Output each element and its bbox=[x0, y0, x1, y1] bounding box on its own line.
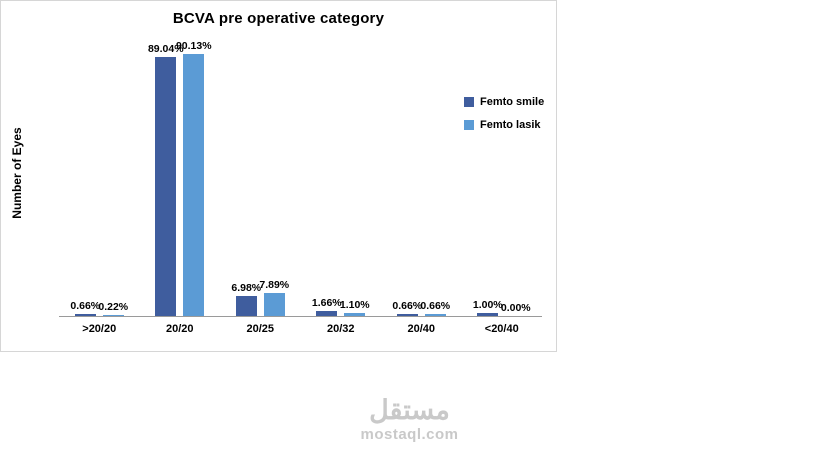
bar-wrap: 1.10% bbox=[340, 299, 370, 316]
chart-title: BCVA pre operative category bbox=[172, 10, 385, 27]
x-axis-tick-label: 20/32 bbox=[326, 323, 355, 335]
bar-femto-lasik bbox=[102, 315, 124, 316]
bar-wrap: 6.98% bbox=[231, 282, 261, 316]
bar-wrap: 1.66% bbox=[312, 297, 342, 316]
legend-item: Femto smile bbox=[464, 96, 544, 108]
category-group: 1.00% 0.00% bbox=[462, 46, 543, 316]
legend-swatch-femto-lasik bbox=[464, 120, 474, 130]
bar-wrap: 0.22% bbox=[98, 301, 128, 316]
chart: BCVA pre operative category Number of Ey… bbox=[0, 0, 557, 352]
bar-femto-smile bbox=[74, 314, 96, 316]
bar-wrap: 0.00% bbox=[501, 302, 531, 316]
data-label: 1.00% bbox=[472, 299, 503, 311]
bar-wrap: 90.13% bbox=[176, 40, 212, 316]
x-axis-tick-label: 20/40 bbox=[407, 323, 436, 335]
category-group: 89.04% 90.13% bbox=[140, 40, 221, 316]
data-label: 7.89% bbox=[259, 279, 290, 291]
data-label: 89.04% bbox=[147, 43, 184, 55]
category-group: 6.98% 7.89% bbox=[220, 46, 301, 316]
bar-femto-smile bbox=[477, 313, 499, 316]
bar-wrap: 89.04% bbox=[148, 43, 184, 316]
data-label: 0.66% bbox=[70, 300, 101, 312]
category-group: 1.66% 1.10% bbox=[301, 46, 382, 316]
legend-swatch-femto-smile bbox=[464, 97, 474, 107]
x-axis-tick-label: 20/25 bbox=[246, 323, 275, 335]
watermark-latin: mostaql.com bbox=[360, 425, 459, 443]
data-label: 0.66% bbox=[420, 300, 451, 312]
bar-wrap: 0.66% bbox=[392, 300, 422, 316]
data-label: 1.10% bbox=[339, 299, 370, 311]
data-label: 0.66% bbox=[392, 300, 423, 312]
bar-femto-smile bbox=[396, 314, 418, 316]
bar-femto-smile bbox=[316, 311, 338, 316]
bar-femto-smile bbox=[235, 296, 257, 316]
data-label: 0.22% bbox=[98, 301, 129, 313]
watermark-arabic: مستقل bbox=[369, 395, 450, 425]
bar-wrap: 1.00% bbox=[473, 299, 503, 316]
data-label: 6.98% bbox=[231, 282, 262, 294]
bar-wrap: 0.66% bbox=[70, 300, 100, 316]
x-axis-tick-label: >20/20 bbox=[82, 323, 117, 335]
legend: Femto smile Femto lasik bbox=[464, 96, 544, 131]
watermark: مستقل mostaql.com bbox=[0, 395, 819, 443]
bar-femto-lasik bbox=[183, 54, 205, 316]
x-axis-labels: >20/20 20/20 20/25 20/32 20/40 <20/40 bbox=[59, 323, 542, 335]
legend-label: Femto smile bbox=[480, 96, 545, 108]
bar-femto-lasik bbox=[344, 313, 366, 316]
bar-wrap: 7.89% bbox=[259, 279, 289, 316]
bars-area: 0.66% 0.22% 89.04% 90.13% 6.98% 7.89% 1.66% 1.1… bbox=[59, 40, 543, 316]
x-axis-tick-label: <20/40 bbox=[484, 323, 519, 335]
x-axis-tick-label: 20/20 bbox=[165, 323, 194, 335]
bar-femto-smile bbox=[155, 57, 177, 316]
x-axis-line bbox=[59, 316, 542, 317]
legend-label: Femto lasik bbox=[480, 119, 541, 131]
data-label: 0.00% bbox=[500, 302, 531, 314]
category-group: 0.66% 0.66% bbox=[381, 46, 462, 316]
plot-area: 0.66% 0.22% 89.04% 90.13% 6.98% 7.89% 1.66% 1.1… bbox=[59, 40, 543, 335]
bar-femto-lasik bbox=[424, 314, 446, 316]
data-label: 1.66% bbox=[311, 297, 342, 309]
legend-item: Femto lasik bbox=[464, 119, 544, 131]
category-group: 0.66% 0.22% bbox=[59, 46, 140, 316]
y-axis-label: Number of Eyes bbox=[10, 127, 24, 219]
data-label: 90.13% bbox=[175, 40, 212, 52]
bar-femto-lasik bbox=[263, 293, 285, 316]
bar-wrap: 0.66% bbox=[420, 300, 450, 316]
